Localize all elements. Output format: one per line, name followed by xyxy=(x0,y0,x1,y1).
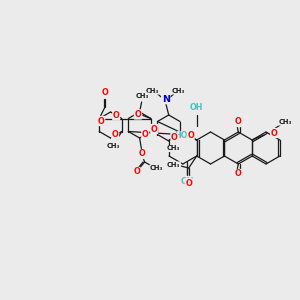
Text: O: O xyxy=(138,149,145,158)
Text: CH₃: CH₃ xyxy=(150,165,163,171)
Text: O: O xyxy=(142,130,148,139)
Text: OH: OH xyxy=(190,103,203,112)
Text: CH₃: CH₃ xyxy=(146,88,159,94)
Text: N: N xyxy=(162,94,170,103)
Text: O: O xyxy=(235,169,242,178)
Text: CH₃: CH₃ xyxy=(166,146,180,152)
Text: O: O xyxy=(134,110,141,119)
Text: OH: OH xyxy=(181,176,195,185)
Text: CH₃: CH₃ xyxy=(167,162,180,168)
Text: O: O xyxy=(235,118,242,127)
Text: CH₃: CH₃ xyxy=(107,142,121,148)
Text: HO: HO xyxy=(174,131,188,140)
Text: O: O xyxy=(271,128,278,137)
Text: O: O xyxy=(133,167,140,176)
Text: O: O xyxy=(171,133,178,142)
Text: O: O xyxy=(151,124,158,134)
Text: CH₃: CH₃ xyxy=(278,119,292,125)
Text: CH₃: CH₃ xyxy=(172,88,185,94)
Text: O: O xyxy=(102,88,109,97)
Text: O: O xyxy=(187,131,194,140)
Text: O: O xyxy=(112,130,119,139)
Text: O: O xyxy=(113,111,119,120)
Text: O: O xyxy=(98,116,105,125)
Text: CH₃: CH₃ xyxy=(136,93,149,99)
Text: O: O xyxy=(185,178,192,188)
